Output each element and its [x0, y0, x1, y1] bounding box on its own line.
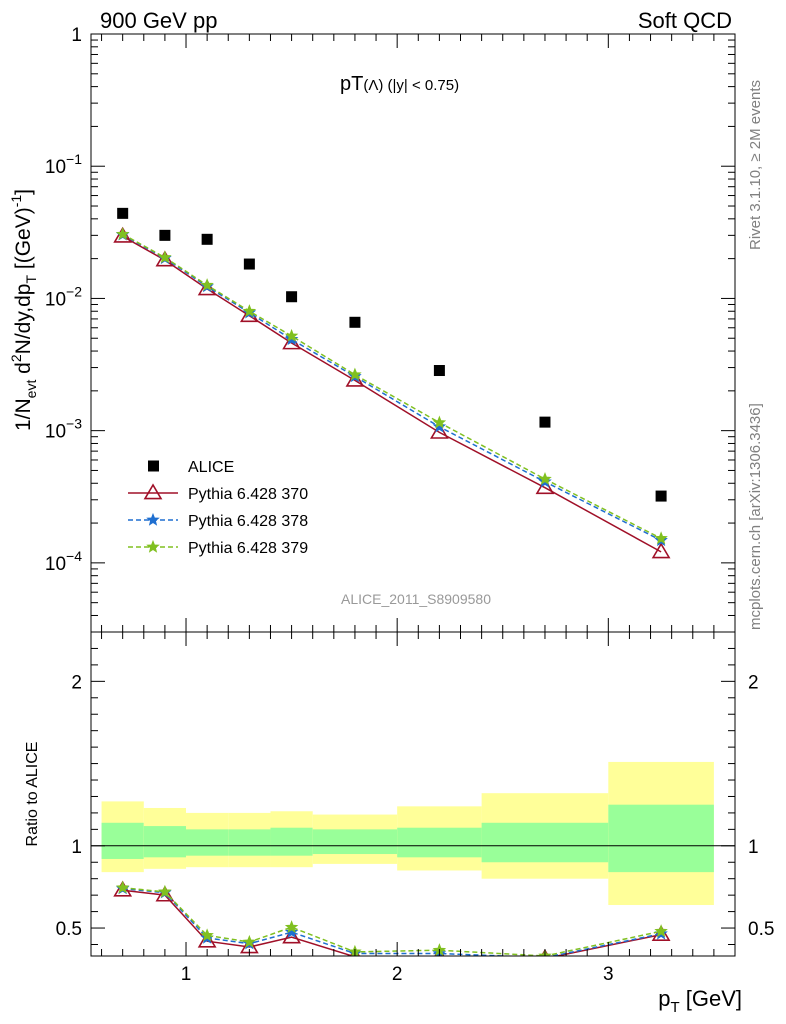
energy-label: 900 GeV pp	[100, 8, 217, 33]
ratio-series-0-line	[122, 889, 662, 956]
alice-data-point	[433, 365, 445, 377]
legend-marker	[146, 539, 160, 553]
alice-data-point	[117, 207, 129, 219]
mc-series-2-point	[115, 227, 130, 241]
ratio-series-1-point	[284, 925, 299, 938]
y-axis-label: 1/Nevt d2N/dy,dpT [(GeV)-1]	[8, 189, 39, 431]
ratio-y-tick-label-right: 1	[748, 837, 759, 858]
mc-series-0-point	[535, 478, 555, 495]
x-tick-label: 1	[181, 964, 192, 985]
alice-data-point	[286, 291, 298, 303]
legend-label: ALICE	[188, 459, 234, 476]
rivet-label: Rivet 3.1.10, ≥ 2M events	[747, 80, 764, 250]
ratio-y-tick-label: 2	[71, 672, 82, 693]
mc-series-2-point	[654, 531, 668, 545]
ratio-series-0-point	[282, 927, 301, 944]
y-tick-label: 1	[71, 25, 82, 46]
ratio-series-2-point	[654, 924, 668, 938]
mc-series-2-point	[538, 472, 552, 485]
ratio-series-2-point	[200, 928, 214, 942]
stat-uncertainty-band	[270, 827, 313, 856]
mc-series-2-point	[348, 367, 362, 381]
ratio-series-2-point	[284, 920, 299, 933]
y-tick-label: 10−4	[45, 548, 82, 575]
ratio-y-tick-label-right: 0.5	[748, 919, 774, 940]
stat-uncertainty-band	[608, 804, 714, 873]
ratio-y-tick-label-right: 2	[748, 672, 759, 693]
legend-marker	[146, 512, 160, 526]
ratio-panel-frame	[90, 631, 736, 957]
mcplots-label: mcplots.cern.ch [arXiv:1306.3436]	[747, 403, 764, 630]
mc-series-0-point	[429, 422, 449, 439]
mc-series-1-line	[122, 234, 662, 542]
ratio-y-tick-label: 0.5	[56, 919, 82, 940]
mc-series-0-line	[122, 235, 662, 553]
stat-uncertainty-band	[228, 829, 271, 856]
alice-data-point	[201, 233, 213, 245]
plot-title-rest: (Λ) (|y| < 0.75)	[363, 77, 459, 94]
ratio-y-tick-label: 1	[71, 837, 82, 858]
alice-data-point	[655, 490, 667, 502]
legend-label: Pythia 6.428 370	[188, 486, 308, 503]
y-tick-label: 10−3	[45, 416, 82, 443]
legend-marker-alice	[148, 460, 159, 472]
ratio-series-0-point	[155, 885, 175, 902]
mc-series-2-point	[200, 278, 214, 291]
x-tick-label: 2	[392, 964, 403, 985]
stat-uncertainty-band	[186, 829, 229, 856]
category-label: Soft QCD	[638, 8, 732, 33]
mc-series-2-point	[284, 328, 299, 342]
alice-data-point	[243, 258, 255, 270]
alice-data-point	[159, 229, 171, 241]
mc-series-2-point	[242, 304, 257, 318]
mc-series-0-point	[113, 226, 133, 243]
plot-title: pT(Λ) (|y| < 0.75)	[340, 73, 459, 95]
mc-series-0-point	[651, 542, 671, 559]
mc-series-2-point	[158, 250, 172, 264]
ratio-series-0-point	[197, 931, 217, 948]
y-tick-label: 10−2	[45, 283, 82, 310]
ratio-series-2-point	[158, 884, 172, 898]
x-tick-label: 3	[603, 964, 614, 985]
analysis-label: ALICE_2011_S8909580	[341, 591, 491, 607]
mc-series-0-point	[197, 279, 217, 296]
mc-series-1-point	[432, 419, 447, 433]
mc-series-2-line	[122, 233, 662, 540]
legend-label: Pythia 6.428 378	[188, 513, 308, 530]
ratio-series-2-point	[115, 880, 130, 894]
legend-marker	[143, 483, 163, 500]
stat-uncertainty-band	[397, 827, 482, 858]
alice-data-point	[349, 316, 361, 328]
stat-uncertainty-band	[312, 829, 398, 855]
ratio-series-2-line	[122, 886, 662, 956]
ratio-axis-label: Ratio to ALICE	[24, 742, 41, 847]
ratio-series-2-point	[242, 934, 257, 948]
x-axis-label: pT [GeV]	[658, 986, 742, 1016]
alice-data-point	[539, 416, 551, 428]
stat-uncertainty-band	[101, 822, 144, 859]
y-tick-label: 10−1	[45, 151, 82, 178]
mc-series-2-point	[432, 415, 447, 429]
plot-title-main: pT	[340, 73, 363, 95]
stat-uncertainty-band	[481, 822, 609, 863]
legend-label: Pythia 6.428 379	[188, 540, 308, 557]
stat-uncertainty-band	[143, 826, 187, 858]
mc-series-0-point	[155, 250, 175, 267]
